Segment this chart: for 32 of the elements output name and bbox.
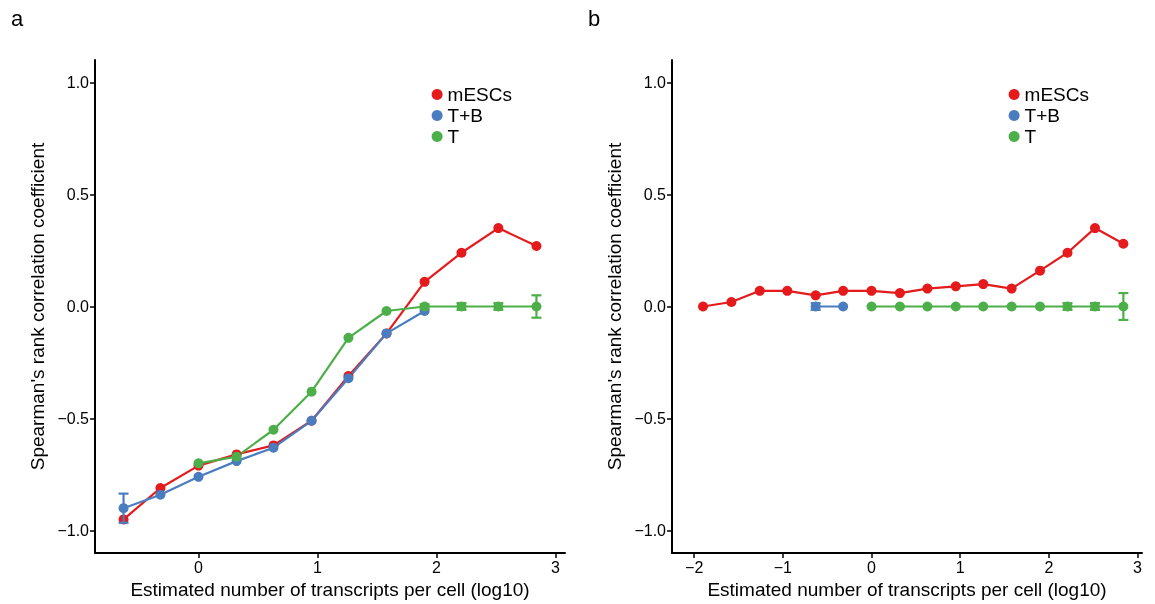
x-tick-label: 2: [432, 558, 442, 576]
x-tick-label: −1: [773, 558, 793, 576]
legend-label: T: [447, 126, 460, 147]
y-tick-label: 1.0: [66, 73, 90, 91]
x-tick-label: 1: [955, 558, 965, 576]
y-tick-label: 0.0: [66, 298, 90, 315]
legend-label: mESCs: [1024, 84, 1090, 105]
x-tick-label: 3: [551, 558, 561, 576]
x-tick-label: 3: [1133, 558, 1143, 576]
legend-label: T+B: [1024, 105, 1060, 126]
legend-label: T+B: [447, 105, 483, 126]
y-tick-label: −1.0: [634, 522, 667, 540]
y-tick-label: −1.0: [57, 522, 90, 540]
x-tick-label: −2: [685, 558, 704, 576]
x-tick-label: 0: [194, 558, 204, 576]
x-axis-title: Estimated number of transcripts per cell (log10): [130, 578, 530, 600]
x-tick-label: 0: [867, 558, 877, 576]
y-tick-label: 0.0: [643, 298, 667, 315]
y-tick-label: 0.5: [66, 185, 90, 203]
y-axis-title: Spearman's rank correlation coefficient: [26, 142, 48, 471]
legend-label: mESCs: [447, 84, 513, 105]
x-tick-label: 2: [1044, 558, 1054, 576]
chart-title: a: [11, 5, 24, 31]
y-tick-label: −0.5: [57, 410, 90, 428]
y-tick-label: −0.5: [634, 410, 667, 428]
legend-label: T: [1024, 126, 1037, 147]
y-tick-label: 1.0: [643, 73, 667, 91]
y-axis-title: Spearman's rank correlation coefficient: [603, 142, 625, 471]
x-tick-label: 1: [313, 558, 323, 576]
chart-title: b: [588, 5, 601, 31]
y-tick-label: 0.5: [643, 185, 667, 203]
x-axis-title: Estimated number of transcripts per cell (log10): [707, 578, 1107, 600]
